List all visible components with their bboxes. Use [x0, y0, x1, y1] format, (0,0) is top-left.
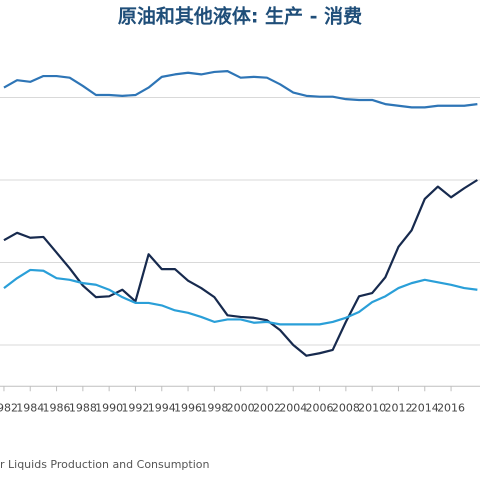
x-tick-label: 2002 — [253, 401, 281, 414]
x-tick-label: 1982 — [0, 401, 18, 414]
x-tick-label: 2016 — [437, 401, 465, 414]
line-series — [3, 70, 478, 109]
x-tick-label: 1986 — [43, 401, 71, 414]
chart-title: 原油和其他液体: 生产 - 消费 — [118, 5, 362, 28]
footer: r Liquids Production and Consumption — [0, 458, 210, 471]
x-tick-label: 2014 — [411, 401, 439, 414]
line-series — [3, 268, 478, 326]
line-series — [3, 179, 478, 357]
x-tick-label: 1992 — [121, 401, 149, 414]
x-tick-label: 1994 — [148, 401, 176, 414]
x-tick-label: 1984 — [16, 401, 44, 414]
x-tick-label: 2010 — [358, 401, 386, 414]
x-tick-label: 2004 — [279, 401, 307, 414]
x-tick-label: 2006 — [306, 401, 334, 414]
x-tick-label: 1998 — [200, 401, 228, 414]
x-tick-label: 1990 — [95, 401, 123, 414]
x-tick-label: 2008 — [332, 401, 360, 414]
x-tick-label: 2000 — [227, 401, 255, 414]
x-tick-label: 2012 — [384, 401, 412, 414]
x-tick-label: 1988 — [69, 401, 97, 414]
x-tick-label: 1996 — [174, 401, 202, 414]
